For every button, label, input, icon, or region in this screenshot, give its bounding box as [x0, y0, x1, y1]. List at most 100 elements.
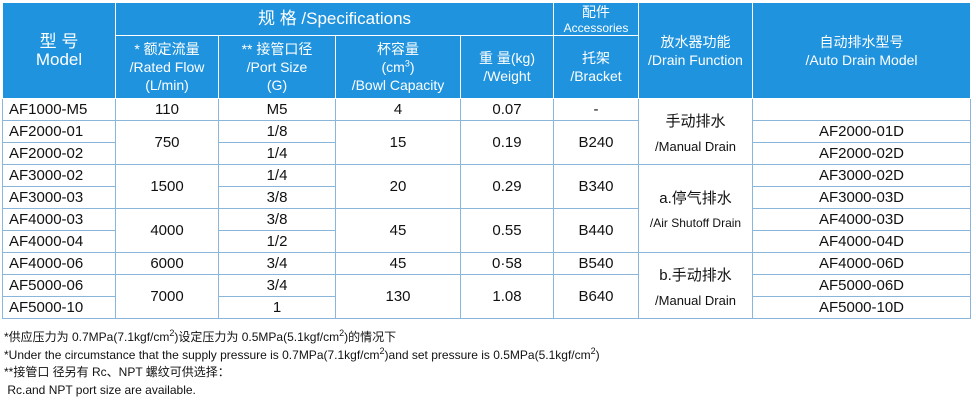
port-cell: 1/8 — [218, 120, 336, 143]
bowl-cell: 45 — [335, 252, 461, 275]
text: /Manual Drain — [655, 293, 736, 308]
text: /Port Size — [246, 59, 308, 75]
note-line: **接管口 径另有 Rc、NPT 螺纹可供选择： — [4, 364, 600, 382]
bracket-cell: B640 — [553, 274, 639, 319]
text: 2 — [339, 328, 345, 338]
text: /Manual Drain — [655, 139, 736, 154]
weight-header: 重 量(kg) /Weight — [460, 35, 554, 99]
bowl-cell: 20 — [335, 164, 461, 209]
table-row: AF4000-06 6000 3/4 45 0·58 B540 b.手动排水/Manual … — [2, 252, 971, 319]
bracket-cell: B340 — [553, 164, 639, 209]
drain-cell: 手动排水/Manual Drain — [638, 98, 753, 165]
auto-cell: AF4000-06D — [752, 252, 971, 275]
port-cell: 1/4 — [218, 142, 336, 165]
model-cell: AF4000-04 — [2, 230, 116, 253]
model-cell: AF3000-03 — [2, 186, 116, 209]
table-row: AF4000-03 4000 3/8 45 0.55 B440 AF4000-03D — [2, 208, 971, 253]
flow-cell: 7000 — [115, 274, 219, 319]
text: 杯容量 — [377, 41, 419, 57]
text: /Auto Drain Model — [805, 51, 918, 68]
text: (G) — [266, 77, 288, 93]
text: 2 — [169, 328, 175, 338]
port-header: ** 接管口径/Port Size (G) — [218, 35, 336, 99]
notes: *供应压力为 0.7MPa(7.1kgf/cm2)设定压力为 0.5MPa(5.… — [4, 329, 600, 399]
weight-cell: 0.07 — [460, 98, 554, 121]
table-row: AF4000-04 1/2 AF4000-04D — [2, 230, 971, 253]
drain-cell: b.手动排水/Manual Drain — [638, 252, 753, 319]
port-cell: 1/4 — [218, 164, 336, 187]
model-cell: AF4000-03 — [2, 208, 116, 231]
table-row: AF1000-M5 110 M5 4 0.07- 手动排水/Manual Drain — [2, 98, 971, 165]
model-cell: AF2000-01 — [2, 120, 116, 143]
auto-cell — [752, 98, 971, 121]
weight-cell: 0.19 — [460, 120, 554, 165]
bracket-header: 托架/Bracket — [553, 35, 639, 99]
model-cell: AF2000-02 — [2, 142, 116, 165]
text: 放水器功能 — [660, 33, 731, 50]
flow-cell: 750 — [115, 120, 219, 165]
table-row: AF5000-10 1 AF5000-10D — [2, 296, 971, 319]
weight-cell: 1.08 — [460, 274, 554, 319]
spec-table: 型 号 Model 规 格 /Specifications 配件 Accessori… — [2, 2, 971, 319]
text: b.手动排水 — [659, 267, 732, 284]
auto-cell: AF3000-03D — [752, 186, 971, 209]
flow-cell: 1500 — [115, 164, 219, 209]
auto-cell: AF2000-02D — [752, 142, 971, 165]
model-cell: AF4000-06 — [2, 252, 116, 275]
text: 托架 — [582, 50, 610, 66]
text: **接管口 径另有 Rc、NPT 螺纹可供选择： — [4, 365, 230, 379]
port-cell: M5 — [218, 98, 336, 121]
text: /Weight — [483, 68, 531, 84]
text: 2 — [590, 345, 596, 356]
text: ** 接管口径 — [241, 41, 313, 57]
auto-cell: AF2000-01D — [752, 120, 971, 143]
port-cell: 3/4 — [218, 274, 336, 297]
model-header: 型 号 Model — [2, 2, 116, 99]
bracket-cell: - — [553, 98, 639, 121]
flow-header: * 额定流量/Rated Flow (L/min) — [115, 35, 219, 99]
port-cell: 1/2 — [218, 230, 336, 253]
text: a.停气排水 — [659, 190, 732, 207]
text: * 额定流量 — [134, 41, 200, 57]
text: (cm3) — [336, 58, 460, 76]
text: 3 — [404, 58, 410, 69]
flow-cell: 110 — [115, 98, 219, 121]
flow-cell: 4000 — [115, 208, 219, 253]
text: Accessories — [563, 21, 629, 35]
weight-cell: 0·58 — [460, 252, 554, 275]
text: )设定压力为 0.5MPa(5.1kgf/cm — [174, 330, 340, 344]
table-row: AF5000-06 7000 3/4 130 1.08 B640 AF5000-06D — [2, 274, 971, 319]
model-cell: AF5000-06 — [2, 274, 116, 297]
text: Model — [35, 49, 83, 69]
text: /Drain Function — [648, 51, 743, 68]
text: )and set pressure is 0.5MPa(5.1kgf/cm — [384, 347, 591, 362]
text: *Under the circumstance that the supply … — [4, 347, 380, 362]
text: )的情况下 — [344, 330, 397, 344]
text: 自动排水型号 — [819, 33, 904, 50]
text: (L/min) — [145, 77, 189, 93]
auto-cell: AF4000-03D — [752, 208, 971, 231]
auto-cell: AF5000-06D — [752, 274, 971, 297]
port-cell: 3/8 — [218, 208, 336, 231]
bowl-cell: 4 — [335, 98, 461, 121]
bracket-cell: B440 — [553, 208, 639, 253]
model-cell: AF1000-M5 — [2, 98, 116, 121]
bracket-cell: B240 — [553, 120, 639, 165]
bracket-cell: B540 — [553, 252, 639, 275]
port-cell: 1 — [218, 296, 336, 319]
text: 2 — [379, 345, 385, 356]
text: /Bowl Capacity — [351, 77, 445, 93]
text: Rc.and NPT port size are available. — [4, 382, 196, 397]
table-row: AF2000-02 1/4 AF2000-02D — [2, 142, 971, 165]
bowl-cell: 15 — [335, 120, 461, 165]
text: ) — [409, 59, 415, 75]
text: *供应压力为 0.7MPa(7.1kgf/cm — [4, 330, 170, 344]
bowl-cell: 45 — [335, 208, 461, 253]
port-cell: 3/4 — [218, 252, 336, 275]
weight-cell: 0.29 — [460, 164, 554, 209]
model-cell: AF5000-10 — [2, 296, 116, 319]
port-cell: 3/8 — [218, 186, 336, 209]
drain-cell: a.停气排水/Air Shutoff Drain — [638, 164, 753, 253]
drain-header: 放水器功能/Drain Function — [638, 2, 753, 99]
